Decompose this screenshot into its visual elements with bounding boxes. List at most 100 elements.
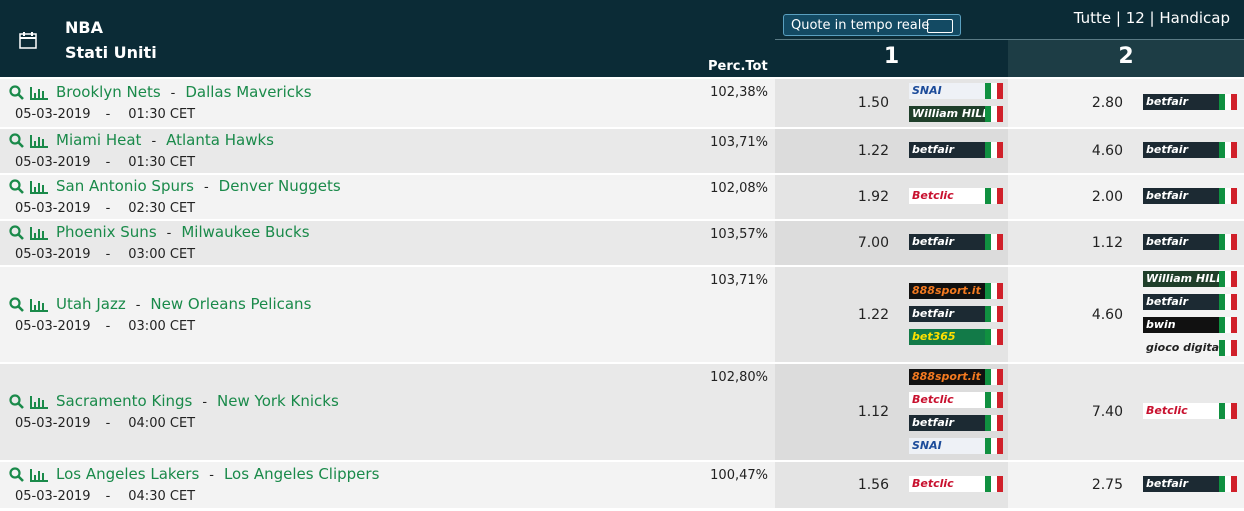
- odds[interactable]: 7.40: [1091, 404, 1123, 420]
- bookmaker-logo[interactable]: Betclic: [909, 188, 985, 204]
- bookmaker-logo[interactable]: betfair: [909, 414, 985, 431]
- icons[interactable]: [9, 225, 49, 241]
- odds[interactable]: 1.56: [857, 477, 889, 493]
- bookmaker-logo[interactable]: betfair: [1143, 476, 1219, 492]
- bookmaker-logo[interactable]: betfair: [1143, 188, 1219, 204]
- bookmaker-logo[interactable]: gioco digitale: [1143, 340, 1219, 356]
- icons[interactable]: [9, 85, 49, 101]
- home-team[interactable]: Phoenix Suns: [56, 223, 157, 241]
- bookmaker-logo[interactable]: betfair: [1143, 142, 1219, 158]
- bookmaker-logo[interactable]: William HILL: [909, 105, 985, 122]
- time: 01:30 CET: [128, 155, 196, 170]
- home-team[interactable]: Miami Heat: [56, 131, 142, 149]
- bookmaker-logo[interactable]: betfair: [909, 142, 985, 158]
- odds[interactable]: 7.00: [857, 235, 889, 251]
- away-team[interactable]: Milwaukee Bucks: [181, 223, 310, 241]
- away-team[interactable]: Atlanta Hawks: [166, 131, 274, 149]
- date: 05-03-2019: [15, 489, 91, 504]
- home-team[interactable]: Los Angeles Lakers: [56, 465, 200, 483]
- separator: -: [105, 247, 111, 262]
- bookmaker-logo[interactable]: bet365: [909, 328, 985, 345]
- odds[interactable]: 2.00: [1091, 189, 1123, 205]
- home-team[interactable]: Utah Jazz: [56, 294, 126, 313]
- odds[interactable]: 4.60: [1091, 306, 1123, 323]
- odds[interactable]: 2.75: [1091, 477, 1123, 493]
- icons[interactable]: [9, 394, 49, 410]
- bookmaker-logo[interactable]: betfair: [1143, 94, 1219, 110]
- league: NBA: [65, 18, 103, 37]
- home-team[interactable]: Sacramento Kings: [56, 392, 193, 410]
- icons[interactable]: [9, 296, 49, 313]
- header-bar: [0, 0, 1008, 77]
- separator: -: [209, 468, 214, 483]
- flag: [985, 188, 1003, 204]
- bookmaker-logo[interactable]: bwin: [1143, 317, 1219, 333]
- bookmaker-logo[interactable]: betfair: [909, 234, 985, 250]
- away-team[interactable]: Denver Nuggets: [218, 177, 341, 195]
- flag: [985, 282, 1003, 299]
- col1-title: 1: [883, 44, 900, 69]
- flag: [1219, 142, 1237, 158]
- odds[interactable]: 1.12: [1091, 235, 1123, 251]
- bookmaker-logo[interactable]: 888sport.it: [909, 368, 985, 385]
- flag: [1219, 234, 1237, 250]
- odds[interactable]: 2.80: [1091, 95, 1123, 111]
- bookmaker-logo[interactable]: Betclic: [909, 391, 985, 408]
- icons[interactable]: [9, 179, 49, 195]
- odds[interactable]: 1.22: [857, 143, 889, 159]
- bookmaker-logo[interactable]: Betclic: [1143, 403, 1219, 419]
- time: 04:30 CET: [128, 489, 196, 504]
- match-icons[interactable]: [9, 296, 49, 313]
- bookmaker-logo[interactable]: William HILL: [1143, 271, 1219, 287]
- odds[interactable]: 1.12: [857, 404, 889, 420]
- teams: Los Angeles Lakers - Los Angeles Clippers: [56, 464, 379, 483]
- match-icons[interactable]: [9, 225, 49, 241]
- row-bg: [0, 79, 1244, 127]
- match-icons[interactable]: [9, 179, 49, 195]
- button-label: Quote in tempo reale: [791, 18, 930, 33]
- bookmaker-logo[interactable]: betfair: [909, 305, 985, 322]
- flag: [1219, 476, 1237, 492]
- bookmaker-logo[interactable]: SNAI: [909, 82, 985, 99]
- odds[interactable]: 1.22: [857, 306, 889, 323]
- bookmaker-logo[interactable]: SNAI: [909, 437, 985, 454]
- datetime: 05-03-2019- 03:00 CET: [15, 315, 195, 334]
- separator: -: [166, 226, 172, 241]
- separator: -: [203, 180, 209, 195]
- match-icons[interactable]: [9, 394, 49, 410]
- realtime-button[interactable]: Quote in tempo reale: [783, 14, 961, 36]
- flag: [985, 305, 1003, 322]
- row-bg: [0, 462, 1244, 508]
- bookmaker-logo[interactable]: Betclic: [909, 476, 985, 492]
- match-icons[interactable]: [9, 85, 49, 101]
- away-team[interactable]: New Orleans Pelicans: [150, 294, 312, 313]
- away-team[interactable]: Dallas Mavericks: [185, 83, 312, 101]
- row-bg: [0, 175, 1244, 219]
- match-icons[interactable]: [9, 133, 49, 149]
- datetime: 05-03-2019- 03:00 CET: [15, 243, 195, 262]
- odds[interactable]: 1.92: [857, 189, 889, 205]
- perc: 102,80%: [710, 370, 768, 385]
- match-icons[interactable]: [9, 467, 49, 483]
- bookmaker-logo[interactable]: betfair: [1143, 234, 1219, 250]
- perc: 103,57%: [710, 227, 768, 242]
- bookmaker-logo[interactable]: 888sport.it: [909, 282, 985, 299]
- home-team[interactable]: Brooklyn Nets: [56, 83, 161, 101]
- separator: -: [105, 489, 111, 504]
- filters[interactable]: Tutte | 12 | Handicap: [1073, 9, 1230, 27]
- home-team[interactable]: San Antonio Spurs: [56, 177, 194, 195]
- separator: -: [151, 134, 157, 149]
- teams: Brooklyn Nets - Dallas Mavericks: [56, 82, 312, 101]
- odds[interactable]: 1.50: [857, 95, 889, 111]
- away-team[interactable]: New York Knicks: [217, 392, 339, 410]
- icons[interactable]: [9, 133, 49, 149]
- separator: -: [170, 86, 176, 101]
- flag: [985, 328, 1003, 345]
- bookmaker-logo[interactable]: betfair: [1143, 294, 1219, 310]
- icons[interactable]: [9, 467, 49, 483]
- flag: [1219, 188, 1237, 204]
- separator: -: [105, 107, 111, 122]
- teams: Phoenix Suns - Milwaukee Bucks: [56, 222, 310, 241]
- odds[interactable]: 4.60: [1091, 143, 1123, 159]
- away-team[interactable]: Los Angeles Clippers: [223, 465, 380, 483]
